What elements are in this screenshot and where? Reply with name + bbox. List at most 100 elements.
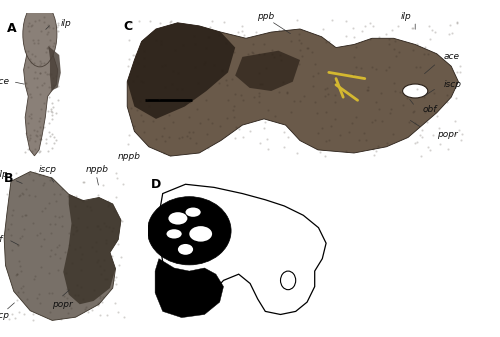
Point — [96, 295, 104, 300]
Point — [434, 126, 442, 131]
Point — [72, 228, 80, 234]
Point — [181, 100, 189, 105]
Point — [99, 295, 107, 300]
Point — [158, 133, 166, 139]
Point — [244, 52, 252, 57]
Point — [48, 132, 56, 137]
Ellipse shape — [178, 244, 193, 255]
Point — [16, 235, 24, 240]
Point — [304, 45, 312, 51]
Point — [160, 150, 168, 156]
Point — [416, 133, 424, 138]
Point — [388, 28, 396, 33]
Point — [322, 110, 330, 115]
Point — [25, 137, 33, 143]
Point — [21, 212, 29, 217]
Point — [120, 181, 128, 187]
Point — [268, 47, 276, 53]
Point — [47, 85, 55, 90]
Point — [382, 31, 390, 36]
Point — [220, 20, 228, 25]
Point — [392, 38, 400, 43]
Point — [278, 58, 285, 63]
Point — [342, 34, 350, 39]
Point — [24, 134, 32, 140]
Point — [270, 54, 278, 60]
Point — [352, 44, 360, 50]
Polygon shape — [127, 23, 235, 119]
Point — [444, 147, 452, 152]
Point — [410, 108, 418, 113]
Point — [293, 17, 301, 23]
Point — [24, 49, 32, 54]
Text: obf: obf — [422, 105, 437, 114]
Point — [20, 81, 28, 86]
Point — [431, 29, 439, 34]
Point — [14, 289, 22, 295]
Point — [456, 63, 464, 69]
Point — [46, 309, 54, 315]
Point — [137, 112, 145, 118]
Point — [352, 64, 360, 70]
Point — [192, 107, 200, 112]
Point — [34, 118, 42, 124]
Point — [94, 223, 102, 229]
Point — [280, 129, 288, 135]
Point — [410, 120, 418, 125]
Point — [36, 71, 44, 76]
Point — [396, 89, 404, 94]
Point — [444, 81, 452, 86]
Point — [55, 214, 63, 219]
Point — [35, 172, 43, 177]
Point — [37, 137, 45, 142]
Polygon shape — [235, 51, 300, 91]
Polygon shape — [4, 172, 121, 320]
Point — [204, 116, 212, 121]
Point — [81, 306, 89, 311]
Point — [324, 137, 332, 143]
Point — [350, 54, 358, 60]
Point — [22, 213, 30, 218]
Point — [445, 32, 453, 37]
Point — [302, 45, 310, 51]
Point — [49, 83, 57, 88]
Point — [52, 110, 60, 116]
Point — [31, 193, 39, 198]
Text: ace: ace — [444, 52, 460, 61]
Text: ilp: ilp — [61, 19, 72, 28]
Point — [152, 37, 160, 42]
Point — [102, 240, 110, 246]
Point — [114, 175, 122, 181]
Point — [78, 251, 86, 256]
Point — [131, 53, 139, 58]
Point — [115, 262, 123, 268]
Point — [204, 145, 212, 150]
Text: iscp: iscp — [444, 80, 462, 89]
Point — [48, 146, 56, 151]
Text: iscp: iscp — [0, 311, 10, 320]
Point — [258, 81, 266, 86]
Point — [114, 241, 122, 247]
Point — [124, 141, 132, 146]
Point — [238, 24, 246, 29]
Point — [50, 191, 58, 197]
Point — [114, 309, 122, 314]
Point — [104, 276, 112, 281]
Point — [80, 297, 88, 302]
Point — [234, 29, 242, 35]
Point — [34, 128, 42, 133]
Point — [160, 62, 168, 68]
Point — [396, 49, 404, 55]
Point — [424, 144, 432, 149]
Point — [50, 140, 58, 145]
Point — [431, 110, 439, 115]
Point — [423, 120, 431, 125]
Point — [99, 182, 107, 188]
Point — [167, 18, 175, 24]
Point — [240, 32, 248, 38]
Point — [451, 118, 459, 124]
Point — [43, 71, 51, 77]
Point — [134, 60, 141, 65]
Point — [108, 272, 116, 278]
Point — [44, 44, 52, 50]
